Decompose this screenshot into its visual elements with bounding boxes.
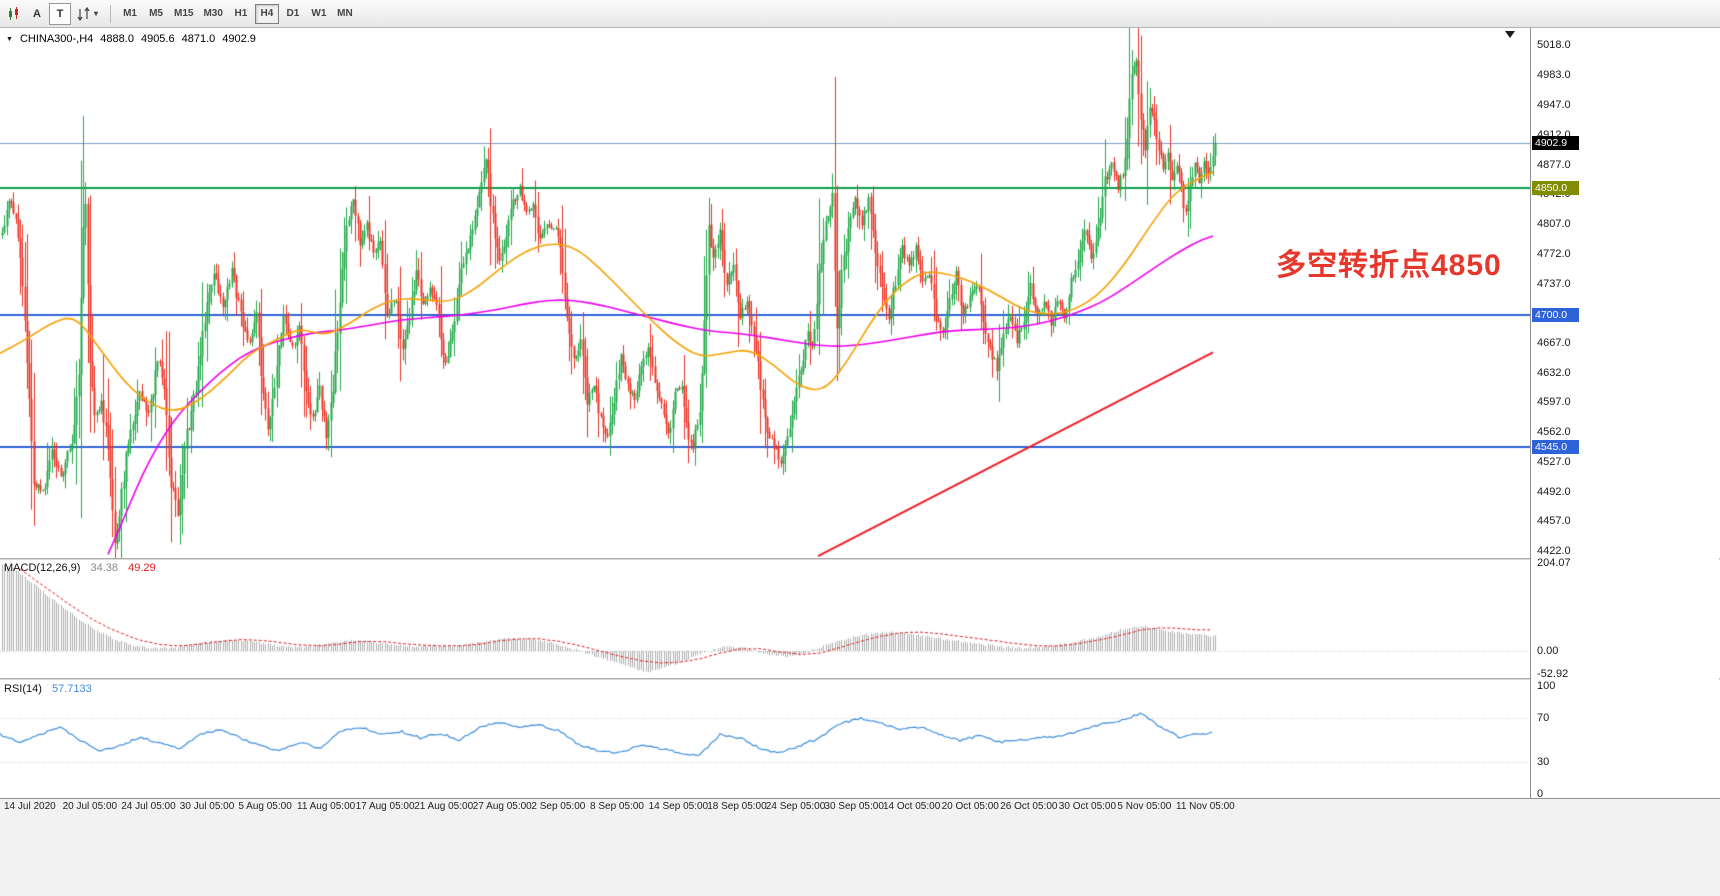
toolbar-separator: [110, 4, 112, 23]
legend-arrow-icon: ▼: [6, 35, 13, 43]
timeframe-button-m30[interactable]: M30: [199, 4, 226, 24]
time-axis-label: 30 Sep 05:00: [824, 801, 884, 812]
annotation-text: 多空转折点4850: [1276, 249, 1502, 282]
price-axis-label: 4562.0: [1537, 426, 1571, 439]
price-axis-label: 4597.0: [1537, 396, 1571, 409]
timeframe-button-d1[interactable]: D1: [281, 4, 305, 24]
chart-legend: ▼ CHINA300-,H4 4888.0 4905.6 4871.0 4902…: [6, 33, 263, 45]
rsi-panel-canvas[interactable]: [0, 680, 1530, 797]
time-axis-label: 21 Aug 05:00: [414, 801, 474, 812]
time-axis-label: 30 Oct 05:00: [1058, 801, 1117, 812]
macd-axis-label: -52.92: [1537, 667, 1569, 680]
price-chart-canvas[interactable]: [0, 28, 1530, 558]
time-axis-label: 24 Sep 05:00: [765, 801, 826, 812]
legend-close: 4902.9: [222, 33, 256, 45]
time-axis-label: 11 Nov 05:00: [1176, 801, 1235, 812]
time-axis-label: 5 Aug 05:00: [238, 801, 292, 812]
timeframe-button-mn[interactable]: MN: [333, 4, 357, 24]
price-axis-label: 5018.0: [1537, 39, 1571, 51]
price-axis-label: 4807.0: [1537, 218, 1571, 231]
panel-separator[interactable]: [0, 678, 1720, 680]
time-axis-label: 30 Jul 05:00: [179, 801, 235, 812]
price-tag: 4545.0: [1532, 439, 1579, 454]
text-annotation-button[interactable]: A: [26, 3, 48, 25]
rsi-value: 57.7133: [51, 683, 92, 695]
time-axis[interactable]: 14 Jul 2020 20 Jul 05:00 24 Jul 05:00 30 Ju…: [0, 799, 1530, 815]
time-axis-label: 27 Aug 05:00: [472, 801, 532, 812]
rsi-axis-label: 0: [1537, 788, 1544, 800]
legend-low: 4871.0: [181, 33, 216, 45]
macd-axis-label: 204.07: [1537, 557, 1571, 569]
text-tool-label: T: [56, 7, 64, 20]
macd-main-value: 34.38: [90, 562, 119, 574]
time-axis-label: 18 Sep 05:00: [707, 801, 767, 812]
rsi-label: RSI(14) 57.7133: [4, 683, 99, 695]
legend-high: 4905.6: [140, 33, 175, 45]
rsi-axis-label: 70: [1537, 712, 1550, 725]
price-tag: 4850.0: [1532, 180, 1579, 195]
time-axis-label: 20 Jul 05:00: [62, 801, 118, 812]
price-axis-label: 4422.0: [1537, 545, 1571, 557]
price-axis-label: 4877.0: [1537, 158, 1571, 171]
price-axis-label: 4667.0: [1537, 336, 1571, 349]
timeframe-button-m15[interactable]: M15: [170, 4, 197, 24]
time-axis-label: 14 Sep 05:00: [648, 801, 709, 812]
legend-symbol: CHINA300-,H4: [19, 33, 94, 45]
candlestick-chart-icon: [9, 6, 18, 20]
macd-axis-label: 0.00: [1537, 645, 1559, 657]
price-axis-label: 4772.0: [1537, 247, 1571, 260]
time-axis-label: 14 Jul 2020: [4, 801, 56, 812]
price-axis-label: 4632.0: [1537, 366, 1571, 379]
timeframe-group: M1 M5 M15 M30 H1 H4 D1 W1 MN: [118, 3, 359, 24]
price-tag: 4902.9: [1532, 135, 1579, 150]
timeframe-button-m1[interactable]: M1: [118, 4, 142, 24]
arrows-icon: [77, 6, 90, 21]
price-axis-label: 4983.0: [1537, 68, 1571, 81]
timeframe-button-h4[interactable]: H4: [254, 3, 279, 24]
time-axis-label: 17 Aug 05:00: [355, 801, 415, 812]
price-axis-label: 4527.0: [1537, 455, 1571, 468]
price-tag: 4700.0: [1532, 307, 1579, 322]
price-axis-label: 4737.0: [1537, 277, 1571, 290]
toolbar: A T ▾ M1 M5 M15 M30 H1 H4 D1 W1 MN: [0, 0, 1720, 28]
text-annotation-label: A: [33, 7, 41, 20]
time-axis-label: 5 Nov 05:00: [1117, 801, 1172, 812]
macd-label: MACD(12,26,9) 34.38 49.29: [4, 562, 163, 574]
arrows-tool-button[interactable]: ▾: [72, 3, 102, 25]
price-axis-label: 4457.0: [1537, 515, 1571, 528]
rsi-name: RSI(14): [4, 683, 42, 695]
macd-signal-value: 49.29: [128, 562, 156, 574]
macd-name: MACD(12,26,9): [4, 562, 81, 574]
time-axis-label: 26 Oct 05:00: [1000, 801, 1058, 812]
price-axis-label: 4947.0: [1537, 99, 1571, 112]
rsi-axis-label: 30: [1537, 755, 1550, 768]
price-axis-label: 4492.0: [1537, 485, 1571, 498]
panel-separator[interactable]: [0, 558, 1720, 560]
timeframe-button-h1[interactable]: H1: [229, 4, 253, 24]
time-axis-label: 2 Sep 05:00: [531, 801, 586, 812]
time-axis-label: 24 Jul 05:00: [121, 801, 176, 812]
time-axis-label: 20 Oct 05:00: [941, 801, 999, 812]
price-axis[interactable]: 5018.04983.04947.04912.04877.04842.04807…: [1530, 28, 1719, 800]
macd-panel-canvas[interactable]: [0, 560, 1530, 678]
timeframe-button-w1[interactable]: W1: [307, 4, 331, 24]
rsi-axis-label: 100: [1537, 680, 1556, 692]
legend-open: 4888.0: [100, 33, 134, 45]
timeframe-button-m5[interactable]: M5: [144, 4, 168, 24]
text-tool-button[interactable]: T: [49, 2, 71, 25]
dropdown-caret-icon: ▾: [94, 9, 99, 18]
time-axis-label: 11 Aug 05:00: [297, 801, 356, 812]
new-chart-button[interactable]: [3, 3, 25, 25]
bottom-filler: [0, 798, 1720, 896]
time-axis-label: 14 Oct 05:00: [883, 801, 941, 812]
chart-shift-marker-icon[interactable]: [1505, 31, 1515, 38]
time-axis-label: 8 Sep 05:00: [590, 801, 644, 812]
